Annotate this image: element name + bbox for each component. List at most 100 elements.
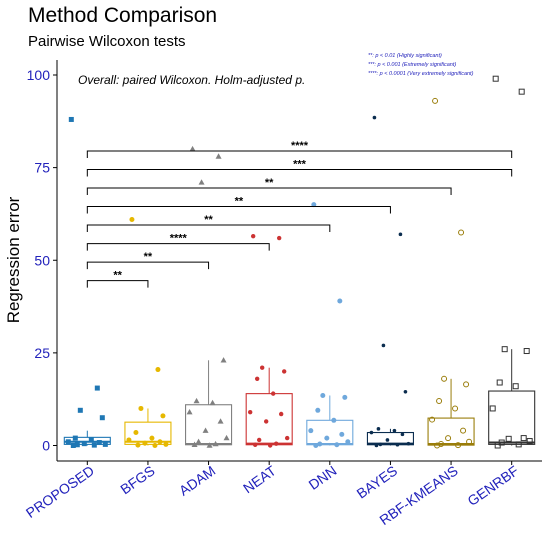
data-point (372, 115, 377, 120)
data-point (138, 405, 144, 411)
x-tick-label: DNN (305, 462, 339, 493)
data-point (518, 88, 525, 95)
comparison-brackets-group: ********************* (86, 140, 513, 288)
data-point (263, 419, 269, 424)
data-point (526, 438, 533, 445)
x-tick-label: BAYES (354, 462, 401, 501)
data-point (345, 439, 351, 445)
significance-label: ** (144, 251, 153, 263)
data-point (452, 405, 459, 412)
x-tick-label: BFGS (117, 462, 157, 497)
data-point (198, 179, 205, 185)
y-axis-label: Regression error (4, 196, 23, 323)
comparison-bracket (86, 206, 391, 214)
data-point (523, 348, 530, 355)
data-point (342, 394, 348, 400)
x-tick-label: GENRBF (464, 462, 521, 509)
data-point (96, 440, 102, 446)
significance-label: *** (293, 158, 307, 170)
data-point (320, 392, 326, 398)
data-point (247, 409, 253, 415)
data-point (317, 441, 323, 447)
boxes-group (63, 349, 536, 446)
y-tick-label: 50 (34, 252, 50, 268)
data-point (436, 398, 443, 405)
data-point (432, 97, 439, 104)
comparison-bracket (86, 243, 270, 251)
significance-label: **** (170, 233, 188, 245)
significance-label: ** (235, 196, 244, 208)
data-point (429, 416, 436, 423)
comparison-bracket (86, 261, 210, 270)
data-point (195, 438, 202, 444)
data-point (256, 437, 262, 443)
comparison-bracket (86, 187, 452, 196)
data-point (505, 435, 512, 442)
data-point (385, 438, 390, 442)
data-point (149, 435, 155, 441)
data-point (392, 428, 397, 433)
data-point (186, 408, 193, 415)
data-point (315, 407, 321, 413)
data-point (489, 405, 496, 412)
data-point (276, 235, 282, 241)
data-point (374, 443, 379, 448)
data-point (212, 440, 219, 447)
data-point (270, 391, 276, 396)
points-group (65, 75, 533, 449)
data-point (206, 442, 213, 448)
data-point (337, 298, 343, 304)
data-point (520, 435, 527, 442)
data-point (406, 441, 411, 446)
data-point (126, 437, 132, 443)
data-point (254, 376, 260, 382)
data-point (217, 418, 224, 424)
comparison-bracket (86, 224, 331, 233)
data-point (334, 442, 340, 448)
data-point (94, 385, 100, 391)
x-tick-label: NEAT (240, 462, 279, 496)
comparison-bracket (86, 168, 513, 177)
data-point (267, 443, 273, 448)
data-point (378, 442, 383, 447)
data-point (376, 427, 381, 431)
data-point (202, 427, 209, 433)
data-point (369, 430, 374, 435)
data-point (74, 442, 80, 448)
data-point (102, 441, 108, 447)
significance-label: ** (265, 177, 274, 189)
data-point (193, 397, 200, 404)
data-point (133, 430, 139, 436)
data-point (142, 440, 148, 446)
data-point (501, 346, 508, 353)
significance-label: **** (291, 140, 309, 152)
data-point (324, 435, 330, 441)
data-point (331, 417, 337, 423)
significance-label: ** (204, 214, 213, 226)
data-point (259, 365, 265, 370)
comparison-bracket (86, 150, 513, 158)
data-point (77, 407, 83, 413)
data-point (311, 202, 317, 208)
data-point (494, 442, 501, 449)
data-point (313, 443, 319, 448)
data-point (458, 229, 465, 236)
box-neat (245, 393, 293, 446)
data-point (455, 442, 462, 449)
data-point (339, 431, 345, 437)
y-tick-label: 25 (34, 345, 50, 361)
data-point (434, 442, 441, 449)
data-point (466, 438, 473, 445)
legend-note-line: **: p < 0.01 (Highly significant) (368, 53, 442, 59)
box-bfgs (124, 421, 172, 445)
data-point (284, 435, 290, 441)
data-point (381, 343, 386, 348)
data-point (191, 441, 198, 447)
data-point (155, 367, 161, 373)
data-point (81, 441, 87, 447)
data-point (395, 442, 400, 447)
data-point (463, 381, 470, 388)
data-point (68, 116, 74, 122)
